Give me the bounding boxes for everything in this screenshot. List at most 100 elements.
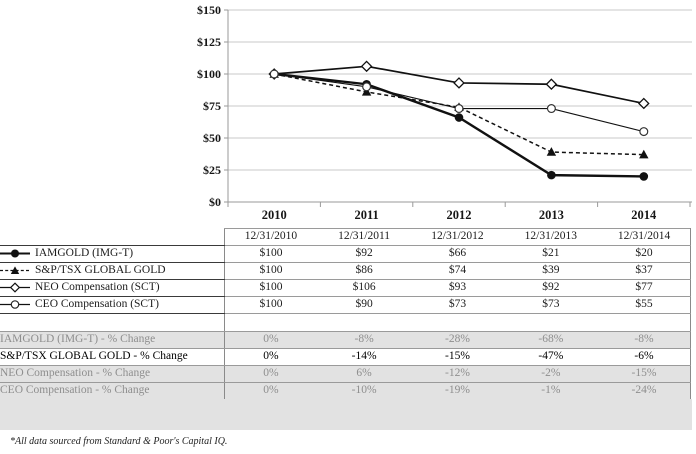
open-diamond-icon [453, 77, 465, 89]
value-cell: $73 [410, 296, 505, 314]
series-legend-cell: S&P/TSX GLOBAL GOLD [0, 262, 224, 280]
y-axis-tick-label: $25 [203, 163, 221, 177]
table-row-iamgold-img-t: IAMGOLD (IMG-T) $100 $92 $66 $21 $20 [0, 245, 692, 263]
value-cell: $100 [223, 262, 318, 280]
percent-value-cell: 6% [317, 365, 411, 383]
percent-value-cell: -15% [410, 348, 505, 366]
percent-row-label: CEO Compensation - % Change [0, 382, 224, 400]
table-row-iamgold-img-t-change: IAMGOLD (IMG-T) - % Change 0% -8% -28% -68% -… [0, 331, 692, 349]
series-label: IAMGOLD (IMG-T) [35, 247, 134, 260]
percent-value-cell: 0% [223, 331, 318, 349]
value-cell: $21 [504, 245, 598, 263]
y-axis-tick-label: $50 [203, 131, 221, 145]
percent-value-cell: -14% [317, 348, 411, 366]
column-header: 12/31/2012 [410, 228, 505, 246]
y-axis-tick-label: $100 [197, 67, 221, 81]
value-cell: $106 [317, 279, 411, 297]
value-cell: $93 [410, 279, 505, 297]
x-axis-tick-label: 2012 [447, 208, 472, 222]
spacer-cell [0, 313, 224, 332]
filled-circle-icon [454, 113, 464, 122]
percent-value-cell: 0% [223, 382, 318, 400]
value-cell: $39 [504, 262, 598, 280]
spacer-cell [504, 313, 598, 332]
series-legend-cell: NEO Compensation (SCT) [0, 279, 224, 297]
filled-triangle-icon [546, 147, 557, 156]
series-label: S&P/TSX GLOBAL GOLD [35, 264, 166, 277]
series-label: NEO Compensation (SCT) [35, 281, 160, 294]
percent-value-cell: -19% [410, 382, 505, 400]
open-diamond-icon [545, 78, 558, 91]
y-axis-tick-label: $150 [197, 3, 221, 17]
table-row-neo-compensation-sct: NEO Compensation (SCT) $100 $106 $93 $92 $77 [0, 279, 692, 297]
percent-value-cell: 0% [223, 348, 318, 366]
percent-value-cell: -8% [317, 331, 411, 349]
value-cell: $100 [223, 279, 318, 297]
open-circle-icon [639, 127, 649, 137]
filled-circle-icon [547, 170, 556, 180]
value-cell: $66 [410, 245, 505, 263]
value-cell: $77 [597, 279, 692, 297]
series-legend-cell: CEO Compensation (SCT) [0, 296, 224, 314]
footnote: *All data sourced from Standard & Poor's… [10, 436, 228, 447]
filled-triangle-icon [361, 87, 372, 96]
table-spacer-row [0, 313, 692, 332]
performance-table: 12/31/2010 12/31/2011 12/31/2012 12/31/2013… [0, 228, 692, 400]
open-circle-icon [546, 104, 556, 114]
y-axis-tick-label: $125 [197, 35, 221, 49]
spacer-cell [597, 313, 692, 332]
value-cell: $100 [223, 245, 318, 263]
x-axis-tick-label: 2010 [262, 208, 287, 222]
value-cell: $20 [597, 245, 692, 263]
percent-value-cell: -10% [317, 382, 411, 400]
filled-circle-icon [0, 249, 30, 258]
value-cell: $90 [317, 296, 411, 314]
open-circle-icon [269, 69, 279, 79]
bottom-gray-band [0, 399, 692, 430]
x-axis-tick-label: 2013 [539, 208, 564, 222]
value-cell: $73 [504, 296, 598, 314]
value-cell: $86 [317, 262, 411, 280]
line-chart-canvas: $0 $25 $50 $75 $100 $125 $150 2010 2011 2012 2013 2… [197, 3, 692, 222]
open-diamond-icon [360, 60, 373, 73]
filled-triangle-icon [639, 149, 649, 159]
filled-circle-icon [639, 172, 649, 181]
percent-value-cell: -28% [410, 331, 505, 349]
percent-value-cell: -15% [597, 365, 692, 383]
percent-value-cell: 0% [223, 365, 318, 383]
percent-value-cell: -68% [504, 331, 598, 349]
table-row-ceo-compensation-sct: CEO Compensation (SCT) $100 $90 $73 $73 $55 [0, 296, 692, 314]
table-row-s-p-tsx-global-gold: S&P/TSX GLOBAL GOLD $100 $86 $74 $39 $37 [0, 262, 692, 280]
table-row-ceo-compensation-change: CEO Compensation - % Change 0% -10% -19% -1%… [0, 382, 692, 400]
value-cell: $92 [504, 279, 598, 297]
percent-value-cell: -47% [504, 348, 598, 366]
open-circle-icon [362, 82, 372, 92]
column-header: 12/31/2011 [317, 228, 411, 246]
spacer-cell [410, 313, 505, 332]
value-cell: $74 [410, 262, 505, 280]
percent-value-cell: -1% [504, 382, 598, 400]
table-row-s-p-tsx-global-gold-change: S&P/TSX GLOBAL GOLD - % Change 0% -14% -15%… [0, 348, 692, 366]
value-cell: $55 [597, 296, 692, 314]
x-axis-tick-label: 2011 [354, 208, 378, 222]
percent-value-cell: -2% [504, 365, 598, 383]
column-header: 12/31/2010 [223, 228, 318, 246]
series-label: CEO Compensation (SCT) [35, 298, 159, 311]
performance-line-chart: $0 $25 $50 $75 $100 $125 $150 2010 2011 2012 2013 2… [197, 3, 692, 222]
table-row-neo-compensation-change: NEO Compensation - % Change 0% 6% -12% -2% -1… [0, 365, 692, 383]
series-legend-cell: IAMGOLD (IMG-T) [0, 245, 224, 263]
percent-value-cell: -6% [597, 348, 692, 366]
series-line-iamgold-img-t [274, 72, 644, 178]
open-circle-icon [0, 300, 30, 309]
y-axis-tick-label: $0 [209, 195, 221, 209]
column-header: 12/31/2013 [504, 228, 598, 246]
y-axis-tick-label: $75 [203, 99, 221, 113]
open-circle-icon [454, 104, 464, 114]
spacer-cell [317, 313, 411, 332]
percent-row-label: S&P/TSX GLOBAL GOLD - % Change [0, 348, 224, 366]
percent-row-label: NEO Compensation - % Change [0, 365, 224, 383]
percent-value-cell: -24% [597, 382, 692, 400]
spacer-cell [223, 313, 318, 332]
filled-triangle-icon [0, 266, 30, 275]
value-cell: $37 [597, 262, 692, 280]
